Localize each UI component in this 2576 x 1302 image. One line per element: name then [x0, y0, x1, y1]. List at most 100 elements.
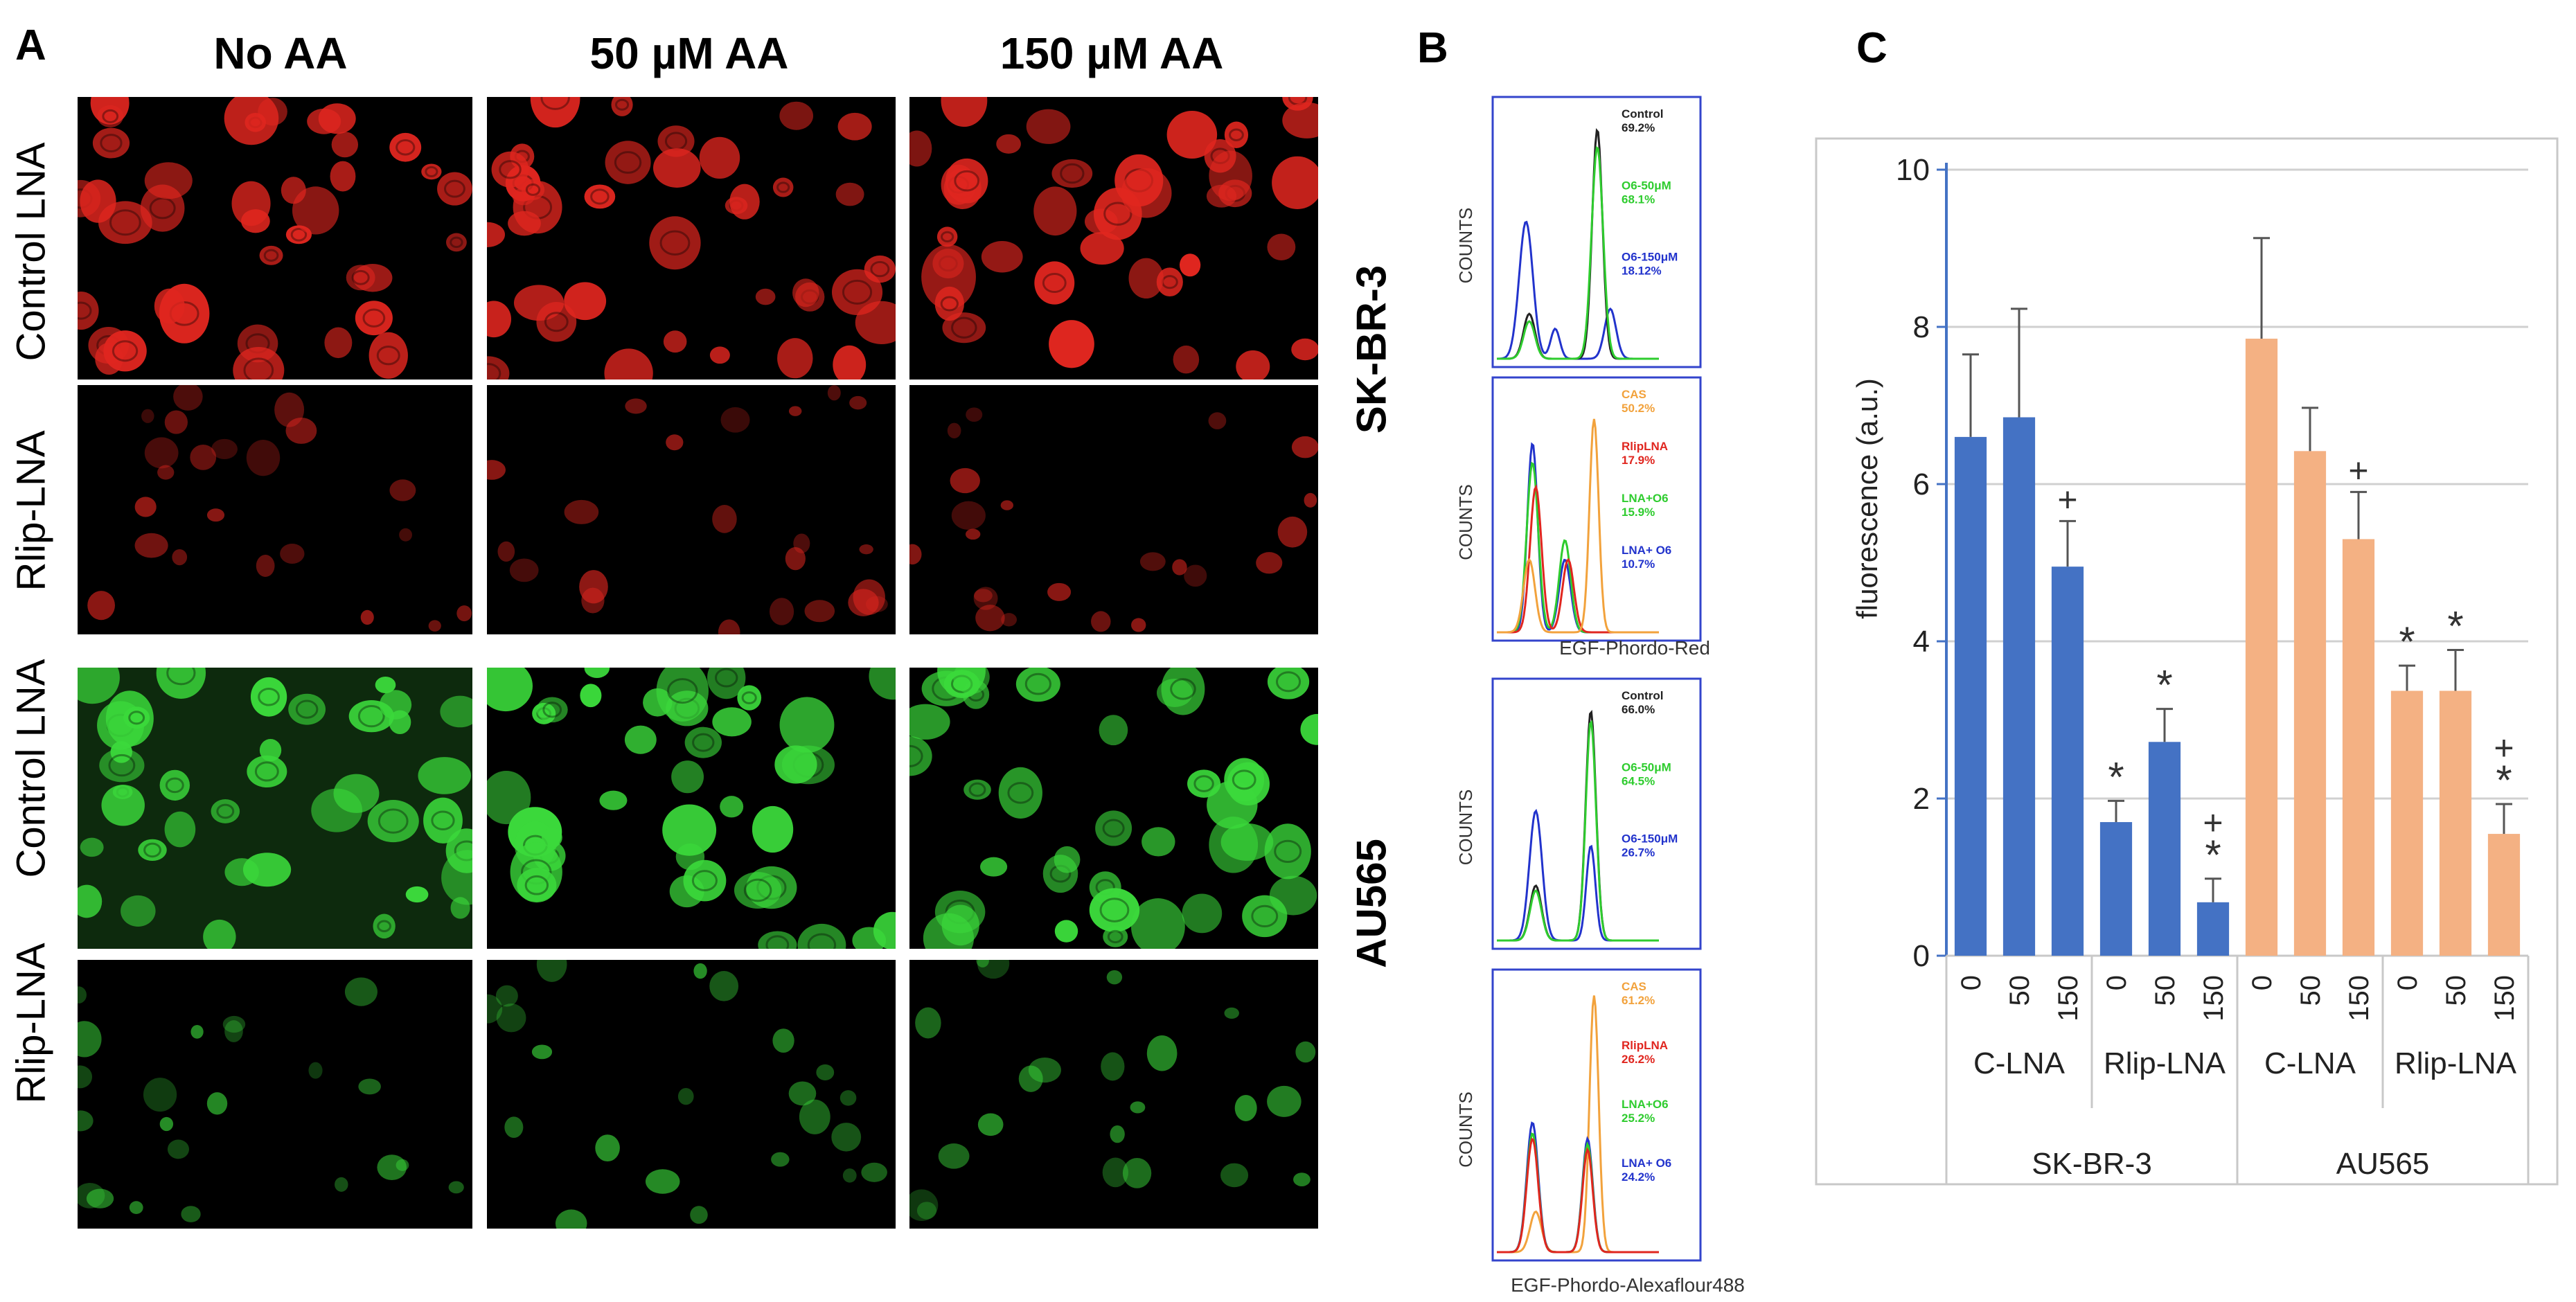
- cell: [1206, 184, 1237, 208]
- significance-marker: *: [2205, 832, 2221, 878]
- histogram-y-label: COUNTS: [1455, 484, 1476, 560]
- cell: [1130, 898, 1185, 949]
- cell: [344, 977, 377, 1006]
- cell: [99, 748, 145, 783]
- cell: [247, 755, 287, 788]
- cell: [837, 112, 872, 141]
- cell: [78, 884, 103, 918]
- cell: [975, 605, 1005, 632]
- cell: [164, 811, 196, 848]
- cell: [799, 1099, 830, 1134]
- cell: [1091, 611, 1111, 632]
- cell: [418, 757, 472, 794]
- micrograph-rlip-lna-au-50-aa: [487, 960, 896, 1229]
- histogram-legend-name: Control: [1622, 689, 1663, 702]
- histogram-legend-name: O6-150μM: [1622, 251, 1678, 264]
- treatment-group-label: C-LNA: [2264, 1046, 2356, 1080]
- cell-nucleus: [396, 139, 416, 156]
- cell: [1187, 769, 1221, 798]
- cell: [1102, 1157, 1129, 1188]
- cell-nucleus: [743, 878, 772, 902]
- y-tick-label: 4: [1913, 625, 1930, 659]
- cell: [835, 182, 864, 206]
- cell-line-group-label: AU565: [2336, 1147, 2430, 1181]
- cell: [580, 684, 602, 708]
- cell: [355, 301, 393, 336]
- cell: [915, 1007, 941, 1039]
- cell: [755, 288, 776, 305]
- cell: [211, 438, 238, 459]
- cell: [495, 985, 518, 1007]
- flow-x-axis-label-green: EGF-Phordo-Alexaflour488: [1511, 1274, 1745, 1296]
- cell: [121, 895, 156, 927]
- cell: [224, 97, 279, 145]
- cell: [368, 332, 408, 379]
- micrograph-cells: [78, 977, 464, 1222]
- cell: [840, 1090, 857, 1106]
- x-tick-label: 150: [2489, 975, 2520, 1022]
- cell: [656, 668, 709, 722]
- cell: [1034, 261, 1075, 305]
- cell: [977, 1113, 1004, 1136]
- cell: [1047, 582, 1072, 601]
- cell: [203, 919, 236, 949]
- x-tick-label: 150: [2053, 975, 2084, 1022]
- cell: [693, 963, 707, 979]
- cell: [1101, 1052, 1125, 1081]
- cell: [206, 1092, 228, 1115]
- cell: [517, 868, 557, 903]
- micrograph-control-lna-150-aa: [909, 97, 1318, 380]
- cell: [536, 697, 568, 723]
- column-title-50-aa: 50 µM AA: [589, 28, 789, 78]
- cell: [1130, 1101, 1146, 1114]
- bar: [2293, 451, 2327, 956]
- cell: [737, 685, 762, 711]
- cell: [1182, 893, 1223, 934]
- x-tick-label: 0: [2247, 975, 2277, 990]
- cell: [720, 407, 750, 433]
- cell: [792, 278, 819, 307]
- cell: [190, 1025, 204, 1039]
- significance-marker: +: [2494, 729, 2514, 767]
- cell: [487, 356, 510, 380]
- cell: [963, 779, 991, 800]
- flow-x-axis-label-red: EGF-Phordo-Red: [1559, 637, 1710, 659]
- cell: [97, 105, 124, 127]
- cell: [233, 346, 285, 380]
- cell-nucleus: [357, 704, 385, 728]
- cell: [976, 960, 989, 967]
- row-label-control-lna-au: Control LNA: [8, 659, 54, 878]
- cell: [1026, 109, 1071, 144]
- cell: [360, 609, 374, 625]
- cell: [138, 839, 167, 862]
- cell: [446, 233, 467, 252]
- cell: [311, 788, 363, 832]
- cell-nucleus: [692, 733, 715, 752]
- cell: [774, 745, 817, 784]
- cell: [584, 184, 616, 209]
- cell: [859, 544, 873, 555]
- bar: [2342, 539, 2375, 956]
- histogram-curve: [1497, 720, 1659, 942]
- cell: [936, 226, 958, 247]
- cell: [496, 1003, 526, 1033]
- cell-nucleus: [951, 316, 977, 339]
- cell-nucleus: [290, 227, 308, 242]
- cell: [1236, 350, 1270, 380]
- cell-line-label-sk-br-3: SK-BR-3: [1348, 265, 1395, 434]
- cell-nucleus: [691, 870, 718, 892]
- cell-nucleus: [254, 761, 279, 782]
- cell: [729, 184, 760, 220]
- cell: [1234, 1094, 1257, 1121]
- cell-nucleus: [842, 279, 873, 305]
- cell-nucleus: [128, 711, 145, 725]
- cell-nucleus: [765, 935, 790, 949]
- cell: [536, 302, 577, 342]
- cell-nucleus: [377, 808, 409, 834]
- cell: [996, 134, 1021, 154]
- cell: [624, 725, 657, 754]
- cell-nucleus: [1103, 202, 1132, 226]
- cell: [78, 292, 99, 330]
